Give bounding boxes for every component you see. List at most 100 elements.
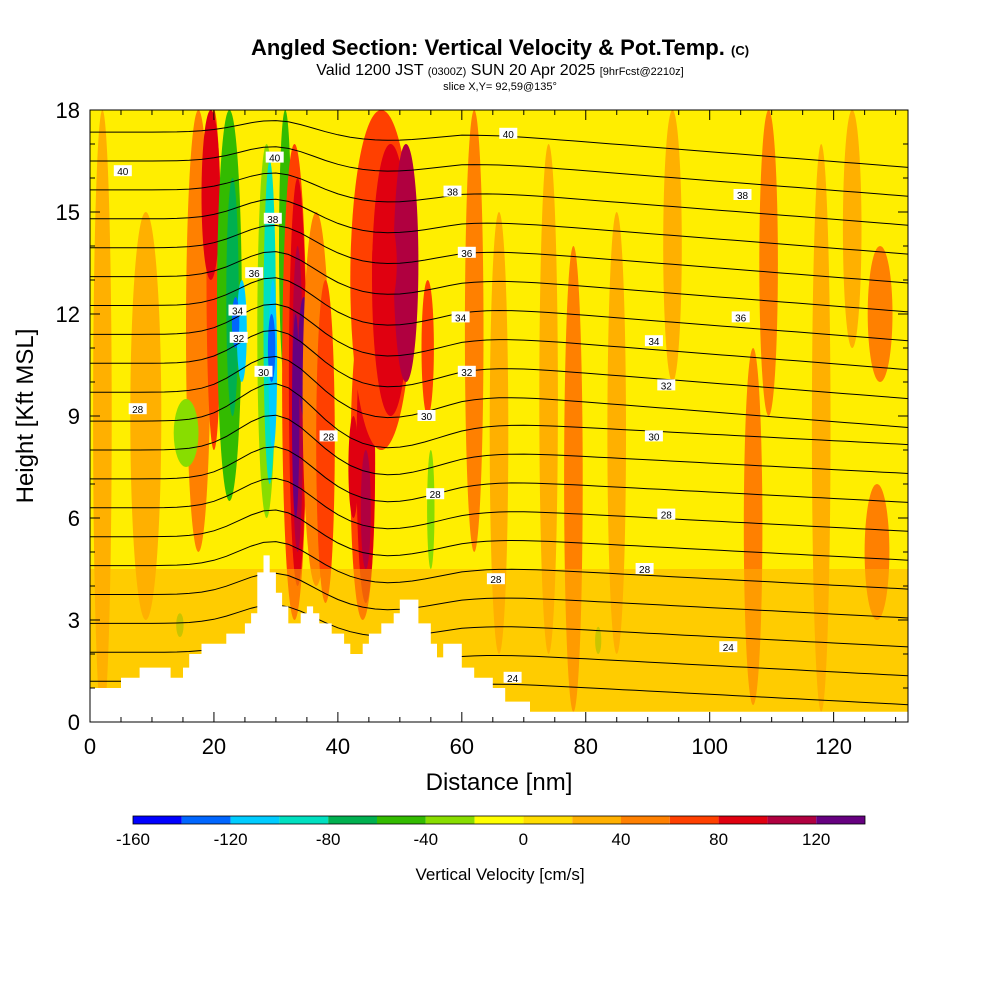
contour-line	[90, 303, 908, 371]
contour-line	[90, 604, 908, 648]
contour-line	[90, 277, 908, 342]
colorbar-frame	[132, 815, 866, 825]
contour-label-bg	[644, 430, 663, 442]
contour-label-bg	[263, 212, 282, 224]
contour-labels: 40 40 38 36 34 32 30 28 28 40 38 36 34 32 30 28 28 24 38 36…	[113, 127, 752, 685]
contour-line	[90, 146, 908, 197]
contour-label-bg	[719, 641, 738, 653]
contour-label: 24	[719, 641, 738, 654]
x-axis-label: Distance [nm]	[426, 769, 573, 796]
contour-label-text: 32	[461, 368, 473, 379]
y-tick-label: 6	[68, 506, 80, 531]
contour-line	[90, 477, 908, 532]
velocity-cell	[489, 212, 509, 654]
contour-label: 40	[499, 127, 518, 141]
valid-local-time: Valid 1200 JST	[316, 62, 424, 79]
contour-label-bg	[254, 365, 273, 377]
contour-line	[90, 329, 908, 400]
contour-label: 40	[265, 151, 284, 165]
velocity-cell	[427, 450, 435, 569]
contour-label-text: 28	[490, 575, 502, 586]
contour-label-bg	[443, 185, 462, 197]
contour-label-bg	[319, 430, 338, 442]
contour-label-text: 28	[323, 432, 335, 443]
contour-label-bg	[644, 335, 663, 347]
colorbar-swatch	[474, 816, 524, 824]
colorbar-swatch	[133, 816, 182, 824]
velocity-cell	[607, 212, 626, 654]
contour-label: 28	[486, 573, 505, 586]
contour-label-text: 30	[258, 368, 270, 379]
contour-label-text: 40	[503, 130, 515, 141]
contour-label: 36	[245, 267, 264, 280]
velocity-cell	[226, 178, 239, 416]
contour-label-text: 36	[735, 313, 747, 324]
y-tick-label: 0	[68, 710, 80, 735]
velocity-cell	[292, 314, 300, 518]
contour-line	[90, 509, 908, 561]
colorbar-tick-label: -80	[316, 830, 341, 849]
chart-title: Angled Section: Vertical Velocity & Pot.…	[0, 36, 1000, 63]
colorbar-tick-label: 120	[802, 830, 830, 849]
colorbar: -160 -120 -80 -40 0 40 80 120	[116, 815, 866, 849]
contour-label: 32	[657, 379, 676, 392]
chart-valid-time: Valid 1200 JST (0300Z) SUN 20 Apr 2025 […	[0, 63, 1000, 80]
contour-label: 34	[228, 304, 247, 318]
valid-date: SUN 20 Apr 2025	[470, 62, 596, 79]
contour-label-text: 36	[249, 269, 261, 280]
x-tick-label: 40	[326, 734, 350, 759]
contour-label: 32	[457, 365, 476, 379]
contour-label-bg	[499, 127, 518, 139]
contour-label-text: 28	[639, 565, 651, 576]
y-tick-label: 18	[56, 98, 80, 123]
colorbar-swatch	[328, 816, 377, 824]
contour-label: 28	[635, 563, 654, 576]
contour-label-bg	[229, 331, 248, 343]
contour-line	[90, 414, 908, 476]
velocity-cell	[360, 450, 371, 569]
contour-label-text: 30	[421, 412, 433, 423]
contour-label-bg	[503, 671, 522, 683]
y-tick-label: 3	[68, 608, 80, 633]
contour-line	[90, 172, 908, 226]
contour-label-bg	[731, 311, 750, 323]
x-tick-label: 100	[691, 734, 728, 759]
y-axis-label: Height [Kft MSL]	[12, 329, 39, 504]
contour-label-bg	[486, 573, 505, 585]
plot-area: 40 40 38 36 34 32 30 28 28 40 38 36 34 32 30 28 28 24 38 36…	[89, 109, 909, 723]
contour-label-text: 36	[461, 249, 473, 260]
valid-utc-time: (0300Z)	[427, 66, 467, 78]
contour-label-bg	[657, 379, 676, 391]
contour-label: 36	[731, 311, 750, 324]
colorbar-swatch	[816, 816, 865, 824]
slice-info: slice X,Y= 92,59@135°	[443, 81, 557, 93]
colorbar-tick-label: 80	[709, 830, 728, 849]
contour-label-text: 40	[269, 154, 281, 165]
x-tick-label: 80	[574, 734, 598, 759]
colorbar-tick-label: 0	[519, 830, 528, 849]
colorbar-swatch	[572, 816, 621, 824]
contour-label-bg	[426, 488, 445, 500]
contour-label-text: 34	[232, 307, 244, 318]
chart-title-text: Angled Section: Vertical Velocity & Pot.…	[250, 35, 725, 60]
contour-label: 28	[128, 403, 147, 416]
potential-temperature-contours	[90, 120, 908, 706]
colorbar-swatch	[377, 816, 426, 824]
contour-label-text: 28	[430, 490, 442, 501]
velocity-cell	[759, 110, 778, 416]
colorbar-tick-label: -160	[116, 830, 150, 849]
contour-label: 38	[263, 212, 282, 226]
x-tick-label: 20	[202, 734, 226, 759]
velocity-cell	[316, 280, 335, 603]
contour-label: 28	[426, 488, 445, 501]
contour-line	[90, 251, 908, 313]
contour-label-text: 28	[661, 511, 673, 522]
contour-label-bg	[733, 189, 752, 200]
contour-label-text: 30	[648, 432, 660, 443]
contour-label-text: 32	[661, 381, 673, 392]
velocity-cell	[867, 246, 893, 382]
contour-label: 40	[113, 165, 132, 178]
colorbar-tick-label: -120	[214, 830, 248, 849]
colorbar-tick-label: 40	[612, 830, 631, 849]
